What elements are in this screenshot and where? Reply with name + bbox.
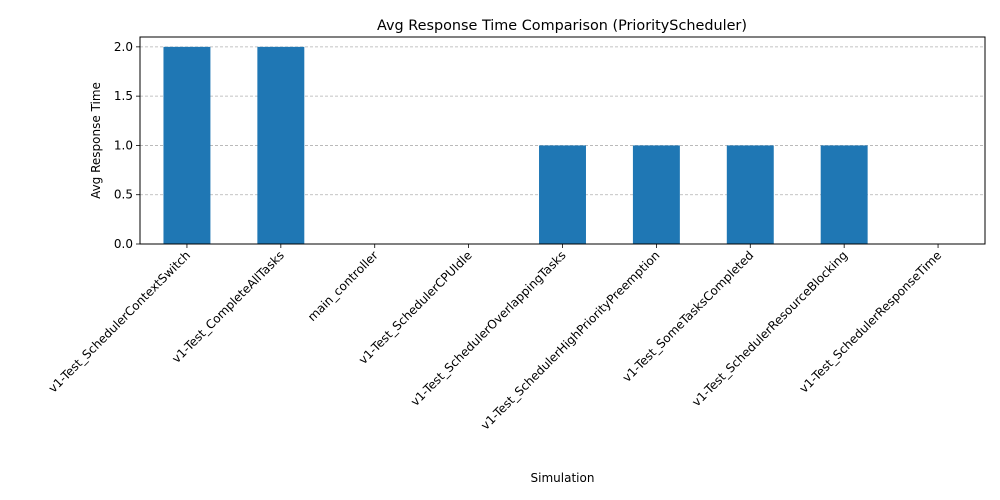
y-tick-label: 1.0 [114,138,133,152]
y-tick-label: 0.5 [114,188,133,202]
y-axis-ticks: 0.0 0.5 1.0 1.5 2.0 [114,40,140,251]
x-axis-label: Simulation [531,471,595,485]
bar [820,145,868,244]
bar [726,145,774,244]
bar [257,46,305,244]
y-tick-label: 0.0 [114,237,133,251]
y-tick-label: 2.0 [114,40,133,54]
bar [163,46,211,244]
bars [163,46,868,244]
chart-title: Avg Response Time Comparison (PrioritySc… [377,18,747,34]
y-axis-label: Avg Response Time [89,82,103,199]
bar [539,145,586,244]
y-tick-label: 1.5 [114,89,133,103]
bar [632,145,680,244]
